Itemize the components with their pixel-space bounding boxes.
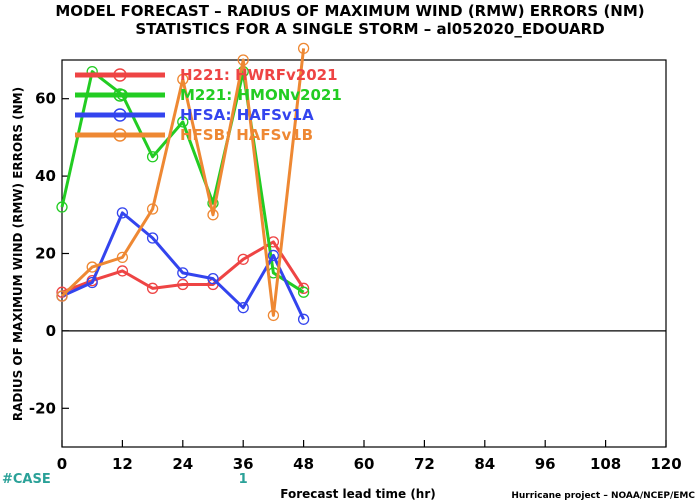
y-tick-label: -20 [29, 399, 56, 417]
data-point [56, 290, 68, 302]
data-point [207, 273, 219, 285]
chart-subtitle: STATISTICS FOR A SINGLE STORM – al052020… [135, 20, 604, 38]
case-count: 1 [239, 472, 248, 487]
series-line-2 [61, 211, 305, 320]
case-counts: 1 [239, 472, 248, 487]
x-tick-label: 84 [474, 455, 495, 473]
data-point [237, 54, 249, 66]
legend: H221: HWRFv2021 M221: HMONv2021 HFSA: HAFS… [75, 66, 342, 144]
x-axis-label: Forecast lead time (hr) [280, 487, 436, 501]
data-point [177, 116, 189, 128]
chart-title: MODEL FORECAST – RADIUS OF MAXIMUM WIND … [55, 2, 644, 20]
x-tick-label: 96 [535, 455, 556, 473]
plot-frame [61, 59, 667, 448]
credit-text: Hurricane project – NOAA/NCEP/EMC [511, 491, 695, 501]
legend-entry-2: HFSA: HAFSv1A [180, 106, 314, 124]
x-tick-label: 0 [57, 455, 67, 473]
data-point [177, 73, 189, 85]
data-point [56, 201, 68, 213]
data-point [86, 261, 98, 273]
data-point [237, 253, 249, 265]
data-point [116, 265, 129, 277]
series-layer [56, 42, 310, 325]
data-point [237, 302, 249, 314]
y-tick-label: 40 [35, 167, 56, 185]
y-axis-label: RADIUS OF MAXIMUM WIND (RMW) ERRORS (NM) [11, 87, 25, 421]
series-line-1 [60, 70, 305, 294]
y-tick-label: 20 [35, 245, 56, 263]
legend-entry-3: HFSB: HAFSv1B [180, 126, 313, 144]
data-point [116, 251, 129, 264]
series-line-3 [60, 48, 306, 317]
y-tick-label: 0 [46, 322, 56, 340]
data-point [146, 232, 159, 244]
data-point [116, 207, 129, 219]
legend-entry-0: H221: HWRFv2021 [180, 66, 338, 84]
data-point [177, 278, 189, 291]
data-point [297, 286, 310, 298]
data-point [267, 249, 280, 262]
x-axis-ticks: 0 12 24 36 48 60 72 84 96 108 120 [57, 440, 682, 473]
x-tick-label: 12 [112, 455, 133, 473]
x-tick-label: 60 [354, 455, 375, 473]
legend-marker-2 [113, 108, 127, 122]
data-point [267, 309, 280, 322]
x-tick-label: 108 [590, 455, 621, 473]
legend-entry-1: M221: HMONv2021 [180, 86, 342, 104]
data-point [146, 203, 159, 215]
x-tick-label: 48 [293, 455, 314, 473]
y-axis-ticks: -20 0 20 40 60 [29, 90, 69, 417]
series-line-0 [61, 240, 305, 294]
legend-marker-1 [113, 88, 127, 102]
x-tick-label: 120 [650, 455, 681, 473]
legend-marker-3 [113, 128, 127, 142]
data-point [146, 282, 159, 294]
legend-marker-0 [113, 68, 127, 82]
case-label: #CASE [2, 472, 51, 487]
x-tick-label: 72 [414, 455, 435, 473]
data-point [146, 151, 159, 163]
data-point [177, 267, 189, 279]
data-point [207, 209, 219, 221]
x-tick-label: 36 [233, 455, 254, 473]
data-point [86, 276, 98, 289]
x-tick-label: 24 [172, 455, 193, 473]
y-tick-label: 60 [35, 90, 56, 108]
data-point [297, 313, 310, 325]
data-point [297, 42, 310, 55]
